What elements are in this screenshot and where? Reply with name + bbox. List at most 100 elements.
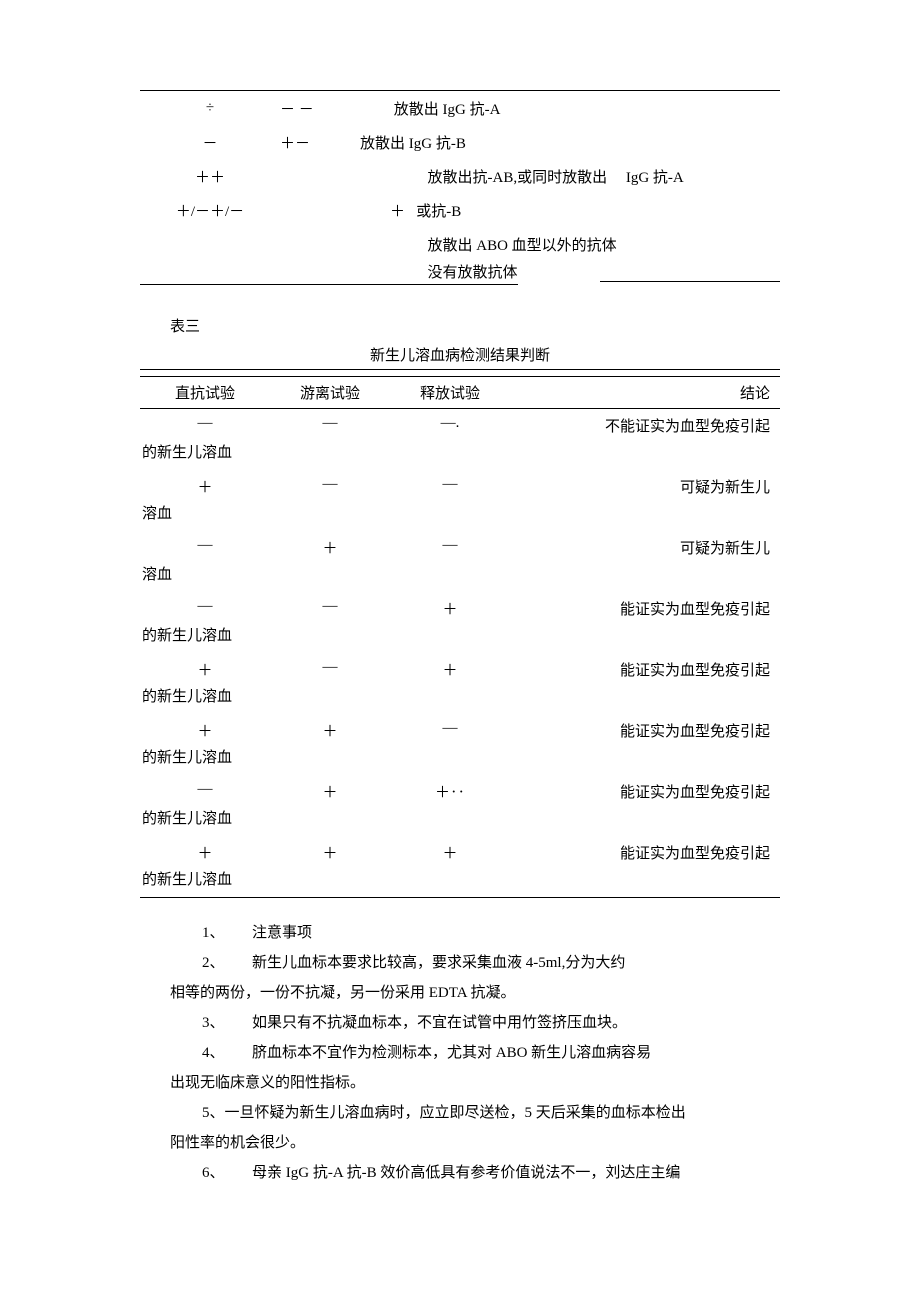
t3-c2: —	[270, 415, 390, 432]
table-three-row-cont: 的新生儿溶血	[140, 746, 780, 775]
note-number: 2、	[170, 951, 252, 975]
note-text: 注意事项	[252, 921, 780, 945]
t3-cont-text: 的新生儿溶血	[140, 689, 232, 705]
note-line: 1、注意事项	[170, 918, 780, 948]
t3-c4: 能证实为血型免疫引起	[510, 659, 780, 680]
t3-c3: —	[390, 537, 510, 554]
table-three: 直抗试验 游离试验 释放试验 结论 ———.不能证实为血型免疫引起的新生儿溶血＋…	[140, 376, 780, 898]
t3-h2: 游离试验	[270, 382, 390, 403]
table-three-row: ＋＋—能证实为血型免疫引起	[140, 714, 780, 746]
note-line-inline: 5、一旦怀疑为新生儿溶血病时，应立即尽送检，5 天后采集的血标本检出	[170, 1098, 780, 1128]
t3-c2: ＋	[270, 537, 390, 558]
t1-rest: 放散出抗-AB,或同时放散出 IgG 抗-A	[360, 166, 780, 187]
table-one-row: ＋/－＋/－ ＋ 或抗-B	[140, 193, 780, 227]
table-three-header: 直抗试验 游离试验 释放试验 结论	[140, 376, 780, 409]
table-three-caption-wrap: 新生儿溶血病检测结果判断	[140, 340, 780, 376]
t1-rest: 没有放散抗体	[360, 261, 518, 285]
note-continuation: 相等的两份，一份不抗凝，另一份采用 EDTA 抗凝。	[170, 978, 780, 1008]
table-three-row: ———.不能证实为血型免疫引起	[140, 409, 780, 441]
t1-col2: ＋－	[280, 132, 360, 153]
table-three-row: —＋＋‥能证实为血型免疫引起	[140, 775, 780, 807]
table-three-row: ——＋能证实为血型免疫引起	[140, 592, 780, 624]
table-three-row: ＋＋＋能证实为血型免疫引起	[140, 836, 780, 868]
table-three-row: ＋—＋能证实为血型免疫引起	[140, 653, 780, 685]
t1-col1	[140, 262, 280, 285]
t3-c4: 能证实为血型免疫引起	[510, 598, 780, 619]
note-text: 如果只有不抗凝血标本，不宜在试管中用竹签挤压血块。	[252, 1011, 780, 1035]
t3-c2: —	[270, 476, 390, 493]
table-one-row: － ＋－ 放散出 IgG 抗-B	[140, 125, 780, 159]
t3-c3: ＋	[390, 842, 510, 863]
t1-col1: ÷	[140, 100, 280, 117]
table-three-row-cont: 溶血	[140, 502, 780, 531]
t1-col1: ＋/－＋/－	[140, 200, 280, 221]
t3-c4: 能证实为血型免疫引起	[510, 720, 780, 741]
t1-col2	[280, 262, 360, 285]
notes-section: 1、注意事项2、新生儿血标本要求比较高，要求采集血液 4-5ml,分为大约相等的…	[140, 918, 780, 1188]
note-number: 1、	[170, 921, 252, 945]
t3-c4: 可疑为新生儿	[510, 476, 780, 497]
t3-c2: —	[270, 598, 390, 615]
t3-c4: 能证实为血型免疫引起	[510, 781, 780, 802]
t3-c4: 能证实为血型免疫引起	[510, 842, 780, 863]
t1-rest: 放散出 ABO 血型以外的抗体	[360, 234, 780, 255]
t3-c3: ＋‥	[390, 781, 510, 802]
t3-c2: ＋	[270, 720, 390, 741]
note-number: 6、	[170, 1161, 252, 1185]
table-three-row-cont: 的新生儿溶血	[140, 868, 780, 897]
t1-rest: 放散出 IgG 抗-B	[360, 132, 780, 153]
t3-cont-text: 的新生儿溶血	[140, 872, 232, 888]
t1-col1: ＋＋	[140, 166, 280, 187]
table-three-row-cont: 的新生儿溶血	[140, 624, 780, 653]
note-line: 2、新生儿血标本要求比较高，要求采集血液 4-5ml,分为大约	[170, 948, 780, 978]
t3-c3: —.	[390, 415, 510, 432]
t3-c2: ＋	[270, 842, 390, 863]
table-one-row: 放散出 ABO 血型以外的抗体	[140, 227, 780, 261]
t1-col2: － －	[280, 98, 360, 119]
t3-cont-text: 的新生儿溶血	[140, 445, 232, 461]
table-three-row: ＋——可疑为新生儿	[140, 470, 780, 502]
note-continuation: 出现无临床意义的阳性指标。	[170, 1068, 780, 1098]
t3-cont-text: 溶血	[140, 506, 172, 522]
table-three-label: 表三	[140, 305, 780, 340]
note-text: 母亲 IgG 抗-A 抗-B 效价高低具有参考价值说法不一，刘达庄主编	[252, 1161, 780, 1185]
document-page: ÷ － － 放散出 IgG 抗-A － ＋－ 放散出 IgG 抗-B ＋＋ 放散…	[0, 0, 920, 1248]
t1-col1: －	[140, 132, 280, 153]
note-number: 4、	[170, 1041, 252, 1065]
t3-h4: 结论	[510, 382, 780, 403]
table-three-bottom-rule	[140, 897, 780, 898]
note-line: 6、母亲 IgG 抗-A 抗-B 效价高低具有参考价值说法不一，刘达庄主编	[170, 1158, 780, 1188]
note-number: 3、	[170, 1011, 252, 1035]
note-continuation: 阳性率的机会很少。	[170, 1128, 780, 1158]
t3-h1: 直抗试验	[140, 382, 270, 403]
t3-cont-text: 的新生儿溶血	[140, 811, 232, 827]
t1-rest: ＋ 或抗-B	[360, 200, 780, 221]
t3-c3: —	[390, 476, 510, 493]
t3-c3: ＋	[390, 598, 510, 619]
t1-rest: 放散出 IgG 抗-A	[360, 98, 780, 119]
table-three-body: ———.不能证实为血型免疫引起的新生儿溶血＋——可疑为新生儿溶血—＋—可疑为新生…	[140, 409, 780, 897]
t3-c4: 可疑为新生儿	[510, 537, 780, 558]
t3-c1: —	[140, 781, 270, 798]
table-three-row: —＋—可疑为新生儿	[140, 531, 780, 563]
t3-c1: ＋	[140, 476, 270, 497]
t1-tail-rule	[600, 261, 780, 282]
table-one-row: ＋＋ 放散出抗-AB,或同时放散出 IgG 抗-A	[140, 159, 780, 193]
t3-c1: —	[140, 537, 270, 554]
table-one: ÷ － － 放散出 IgG 抗-A － ＋－ 放散出 IgG 抗-B ＋＋ 放散…	[140, 90, 780, 285]
table-three-row-cont: 的新生儿溶血	[140, 807, 780, 836]
table-one-row: ÷ － － 放散出 IgG 抗-A	[140, 91, 780, 125]
note-line: 3、如果只有不抗凝血标本，不宜在试管中用竹签挤压血块。	[170, 1008, 780, 1038]
t3-c1: —	[140, 415, 270, 432]
t3-c1: ＋	[140, 720, 270, 741]
table-three-row-cont: 的新生儿溶血	[140, 441, 780, 470]
t3-c2: —	[270, 659, 390, 676]
t3-c3: —	[390, 720, 510, 737]
t3-c3: ＋	[390, 659, 510, 680]
table-one-row: 没有放散抗体	[140, 261, 780, 285]
note-text: 脐血标本不宜作为检测标本，尤其对 ABO 新生儿溶血病容易	[252, 1041, 780, 1065]
t3-c1: ＋	[140, 659, 270, 680]
table-three-row-cont: 溶血	[140, 563, 780, 592]
table-three-row-cont: 的新生儿溶血	[140, 685, 780, 714]
table-three-caption: 新生儿溶血病检测结果判断	[140, 344, 780, 370]
